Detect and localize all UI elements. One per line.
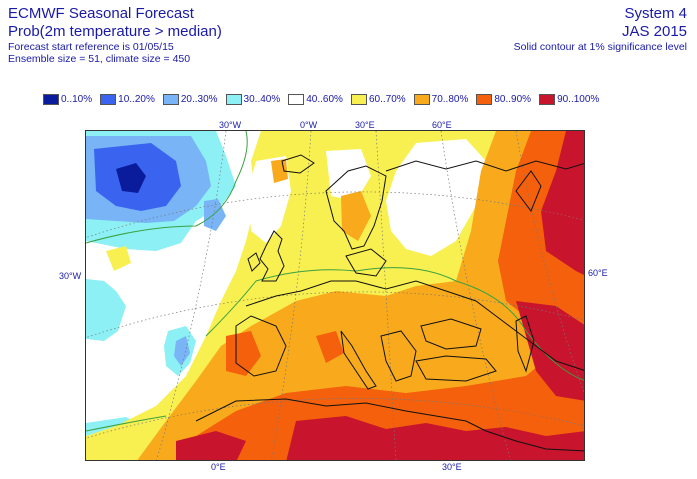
lon-label-bottom: 30°E: [442, 462, 462, 472]
legend-item: 40..60%: [288, 94, 343, 105]
legend-item: 20..30%: [162, 94, 218, 105]
header-right: System 4 JAS 2015 Solid contour at 1% si…: [514, 6, 687, 54]
legend-swatch: [539, 94, 556, 105]
region-90-100: [176, 431, 246, 460]
forecast-map: [85, 130, 585, 461]
coast-ireland: [247, 252, 261, 272]
region-60-70: [106, 246, 131, 271]
contour-note: Solid contour at 1% significance level: [513, 41, 687, 53]
coast-black-sea: [420, 318, 482, 350]
significance-contours: [86, 131, 584, 432]
region-70-80: [271, 159, 288, 183]
region-40-60: [386, 139, 486, 256]
probability-legend: 0..10% 10..20% 20..30% 30..40% 40..60% 6…: [43, 94, 607, 105]
region-80-90: [226, 331, 261, 376]
legend-item: 10..20%: [100, 94, 155, 105]
region-30-40: [86, 279, 126, 341]
coast-africa: [195, 398, 584, 452]
legend-label: 90..100%: [557, 94, 600, 105]
lon-label-top: 30°E: [355, 120, 375, 130]
legend-swatch: [350, 94, 367, 105]
coastlines: [195, 154, 584, 452]
map-subtitle: Prob(2m temperature > median): [8, 23, 222, 40]
map-title: ECMWF Seasonal Forecast: [8, 5, 194, 22]
coast-baltic: [345, 248, 387, 277]
map-canvas: [86, 131, 584, 460]
coast-britain: [259, 230, 285, 282]
lon-label-top: 30°W: [219, 120, 242, 130]
legend-label: 30..40%: [243, 94, 281, 105]
legend-label: 60..70%: [368, 94, 406, 105]
header-left: ECMWF Seasonal Forecast Prob(2m temperat…: [8, 6, 222, 65]
legend-swatch: [43, 94, 59, 105]
season-label: JAS 2015: [621, 23, 687, 40]
legend-item: 80..90%: [476, 94, 531, 105]
legend-item: 30..40%: [225, 94, 281, 105]
lon-label-top: 0°W: [300, 120, 318, 130]
region-70-80: [341, 191, 371, 241]
start-reference: Forecast start reference is 01/05/15: [8, 41, 174, 53]
coast-caspian: [515, 315, 535, 373]
ensemble-size: Ensemble size = 51, climate size = 450: [8, 52, 191, 65]
region-20-30: [174, 336, 190, 366]
legend-swatch: [288, 94, 305, 105]
system-label: System 4: [624, 5, 687, 22]
region-90-100: [516, 301, 584, 401]
region-80-90: [316, 331, 344, 363]
region-90-100: [286, 416, 584, 460]
legend-label: 20..30%: [180, 94, 218, 105]
legend-swatch: [100, 94, 117, 105]
region-40-60: [326, 149, 371, 201]
graticule: [86, 131, 584, 460]
legend-swatch: [162, 94, 179, 105]
lon-label-left: 30°W: [59, 271, 82, 281]
legend-item: 90..100%: [539, 94, 599, 105]
region-20-30: [204, 199, 226, 231]
region-80-90: [177, 131, 584, 460]
coast-iceland: [281, 154, 315, 174]
legend-item: 60..70%: [350, 94, 406, 105]
legend-swatch: [476, 94, 493, 105]
legend-swatch: [225, 94, 242, 105]
coast-turkey: [415, 355, 497, 382]
lon-label-bottom: 0°E: [211, 462, 226, 472]
coast-novaya-zemlya: [515, 170, 542, 213]
lon-label-right: 60°E: [588, 268, 608, 278]
legend-label: 0..10%: [61, 94, 93, 105]
coast-italy: [340, 330, 377, 390]
region-70-80: [137, 131, 584, 460]
coast-iberia: [235, 315, 287, 377]
legend-item: 70..80%: [413, 94, 469, 105]
legend-swatch: [413, 94, 430, 105]
region-0-10: [116, 163, 146, 193]
lon-label-top: 60°E: [432, 120, 452, 130]
coast-arctic: [385, 160, 584, 172]
coast-balkans: [380, 330, 417, 382]
legend-item: 0..10%: [43, 94, 92, 105]
legend-label: 70..80%: [431, 94, 469, 105]
coast-scandinavia: [325, 165, 387, 250]
legend-label: 10..20%: [118, 94, 155, 105]
legend-label: 40..60%: [306, 94, 343, 105]
legend-label: 80..90%: [494, 94, 532, 105]
coast-europe: [245, 280, 584, 371]
